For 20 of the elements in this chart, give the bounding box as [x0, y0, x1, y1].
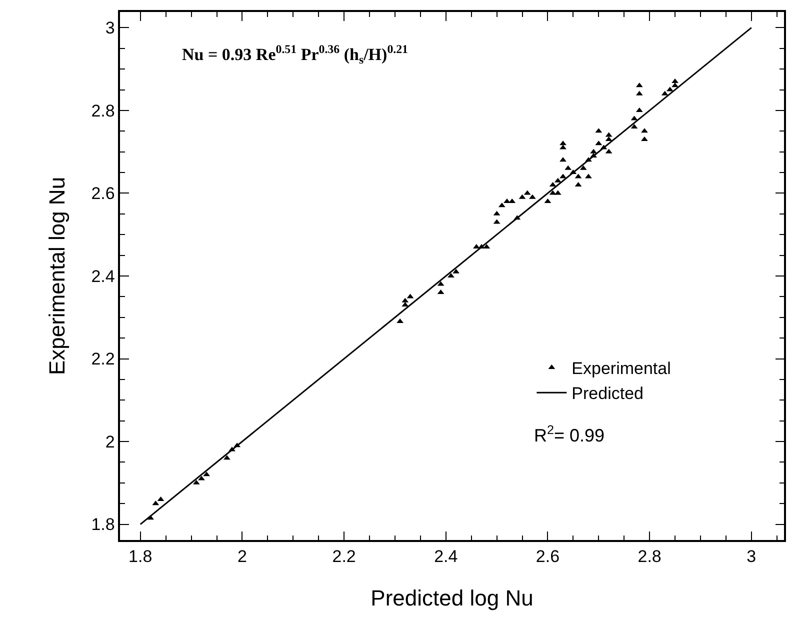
x-tick-label: 2: [237, 547, 247, 566]
y-axis-title: Experimental log Nu: [44, 176, 70, 376]
y-tick-label: 2.8: [91, 101, 115, 120]
y-tick-label: 2.6: [91, 184, 115, 204]
y-tick-label: 3: [105, 18, 115, 38]
y-tick-label: 2: [105, 432, 115, 452]
x-tick-label: 2.4: [434, 547, 458, 566]
x-tick-label: 2.6: [536, 547, 560, 566]
y-tick-label: 1.8: [91, 515, 115, 534]
y-tick-label: 2.2: [91, 350, 115, 369]
annotation: R$^{2}$= 0.99: [534, 423, 605, 446]
x-tick-label: 1.8: [128, 547, 152, 566]
x-tick-label: 2.8: [638, 547, 662, 566]
x-tick-label: 2.2: [332, 547, 356, 566]
x-tick-label: 3: [746, 547, 756, 566]
legend-label: Experimental: [572, 359, 671, 378]
x-axis-title: Predicted log Nu: [370, 586, 534, 611]
legend-label: Predicted: [572, 384, 644, 404]
annotation: Nu = 0.93 Re$^{0.51}$ Pr$^{0.36}$ (h$_{s}$/H)$^{0.21}$: [182, 42, 408, 67]
y-tick-label: 2.4: [91, 266, 115, 286]
